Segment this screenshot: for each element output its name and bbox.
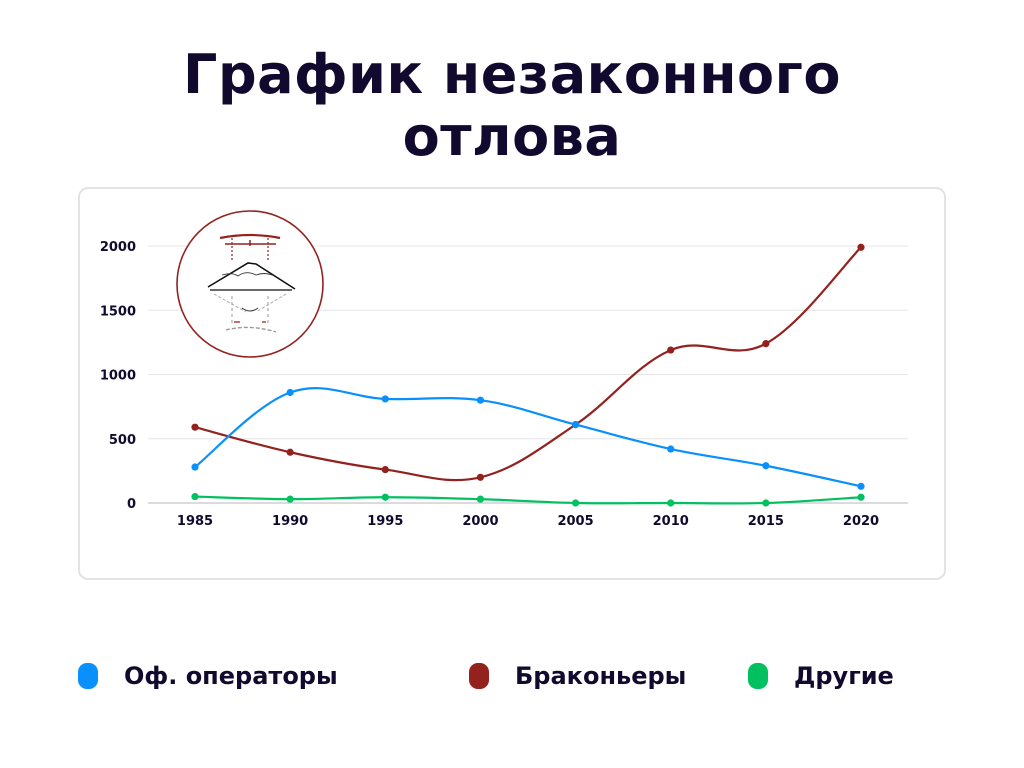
data-point — [476, 396, 485, 404]
data-point — [857, 493, 865, 501]
data-point — [476, 495, 485, 503]
legend-swatch-green — [748, 663, 768, 689]
y-tick-label: 500 — [109, 433, 136, 448]
legend-label: Другие — [794, 662, 894, 690]
data-point — [286, 448, 294, 456]
data-point — [857, 482, 865, 490]
data-point — [667, 346, 675, 354]
chart-title: График незаконного отлова — [183, 43, 841, 168]
x-axis-ticks: 1985 1990 1995 2000 2005 2010 2015 2020 — [177, 514, 879, 529]
data-point — [762, 499, 770, 507]
y-tick-label: 2000 — [100, 240, 136, 255]
y-tick-label: 1000 — [100, 369, 136, 384]
data-point — [762, 340, 770, 348]
data-point — [286, 388, 294, 397]
legend-item-poachers: Браконьеры — [469, 658, 686, 694]
data-point — [667, 445, 675, 453]
x-tick-label: 1990 — [272, 514, 308, 529]
x-tick-label: 2005 — [557, 514, 593, 529]
chart-legend: Оф. операторы Браконьеры Другие — [0, 658, 1024, 694]
x-tick-label: 2020 — [843, 514, 879, 529]
data-point — [191, 463, 199, 471]
series-2 — [191, 492, 865, 507]
data-point — [857, 243, 865, 251]
data-point — [191, 492, 199, 501]
legend-swatch-red — [469, 663, 489, 689]
data-point — [381, 465, 389, 474]
data-point — [571, 421, 580, 429]
data-point — [381, 493, 389, 501]
data-point — [762, 462, 770, 470]
legend-item-others: Другие — [748, 658, 894, 694]
series-0 — [191, 387, 865, 490]
legend-swatch-blue — [78, 663, 98, 689]
legend-label: Оф. операторы — [124, 662, 338, 690]
torii-gate-mountain-emblem-icon — [176, 210, 324, 358]
x-tick-label: 2015 — [748, 514, 784, 529]
data-point — [286, 495, 294, 503]
data-point — [667, 499, 675, 507]
legend-label: Браконьеры — [515, 662, 687, 690]
x-tick-label: 1995 — [367, 514, 403, 529]
x-tick-label: 1985 — [177, 514, 213, 529]
series-lines — [191, 243, 865, 507]
y-tick-label: 0 — [127, 497, 136, 512]
y-axis-ticks: 0 500 1000 1500 2000 — [100, 240, 136, 512]
x-tick-label: 2000 — [462, 514, 498, 529]
legend-item-official-operators: Оф. операторы — [78, 658, 338, 694]
data-point — [476, 473, 485, 481]
y-tick-label: 1500 — [100, 304, 136, 319]
data-point — [381, 395, 389, 403]
data-point — [571, 499, 580, 507]
data-point — [191, 423, 199, 431]
x-tick-label: 2010 — [653, 514, 689, 529]
